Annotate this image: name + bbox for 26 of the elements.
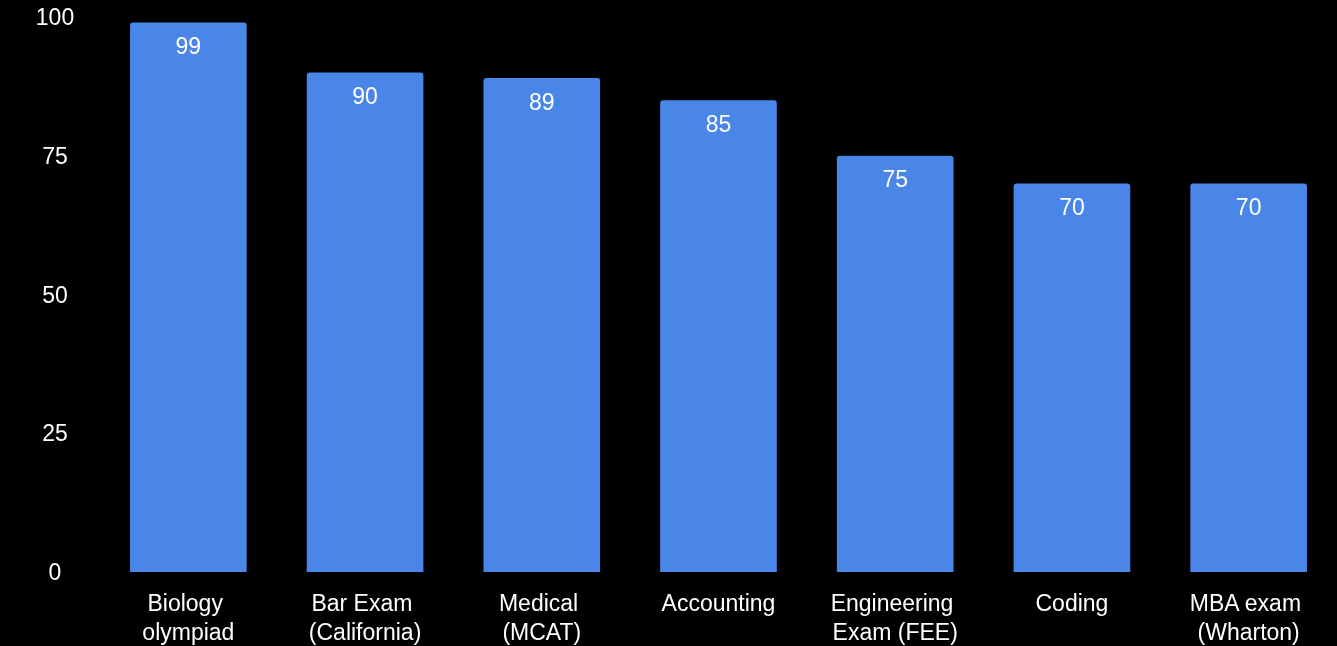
data-label: 70 bbox=[1235, 194, 1262, 220]
bar bbox=[1013, 183, 1131, 572]
y-tick-label: 25 bbox=[42, 420, 68, 447]
data-label: 89 bbox=[528, 88, 555, 115]
data-label: 90 bbox=[352, 83, 378, 109]
y-tick-label: 75 bbox=[42, 142, 68, 169]
bar bbox=[306, 72, 424, 572]
y-tick-label: 0 bbox=[48, 559, 62, 585]
x-tick-label: Engineering Exam (FEE) bbox=[830, 589, 960, 645]
data-label: 75 bbox=[882, 166, 909, 193]
bar bbox=[130, 22, 247, 572]
data-label: 85 bbox=[705, 110, 732, 137]
bar bbox=[483, 78, 601, 572]
x-tick-label: Coding bbox=[1035, 589, 1109, 616]
x-tick-label: MBA exam (Wharton) bbox=[1189, 589, 1308, 645]
x-tick-label: Accounting bbox=[661, 589, 776, 616]
data-label: 70 bbox=[1059, 194, 1085, 220]
x-tick-label: Biology olympiad bbox=[142, 589, 235, 645]
data-label: 99 bbox=[175, 33, 202, 60]
bar bbox=[836, 155, 954, 572]
x-tick-label: Bar Exam (California) bbox=[308, 589, 422, 645]
y-tick-label: 50 bbox=[42, 281, 68, 308]
bar bbox=[1190, 183, 1307, 572]
x-tick-label: Medical (MCAT) bbox=[498, 589, 585, 645]
y-tick-label: 100 bbox=[35, 4, 75, 30]
bar bbox=[660, 100, 777, 572]
